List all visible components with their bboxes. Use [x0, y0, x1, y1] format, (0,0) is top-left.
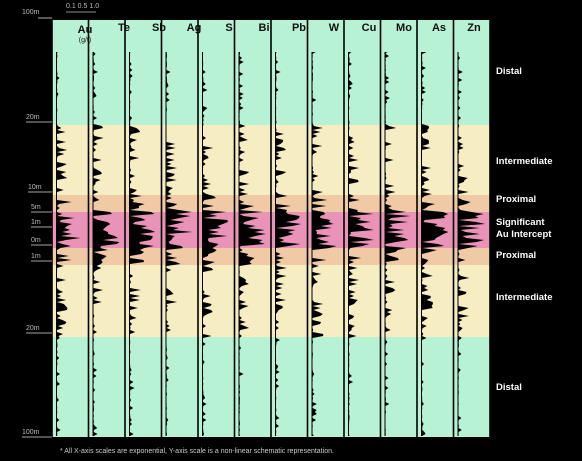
col-header-zn: Zn [467, 22, 481, 34]
col-sub-au: (g/t) [79, 37, 91, 44]
col-header-w: W [329, 22, 340, 34]
col-header-sb: Sb [152, 22, 166, 34]
zone-label-intermediate-top: Intermediate [496, 156, 553, 167]
depth-tick-top: 100m [22, 9, 40, 16]
zone-label-intermediate-bottom: Intermediate [496, 292, 553, 303]
depth-tick-5m-upper: 5m [31, 204, 41, 211]
depth-tick-1m-upper: 1m [31, 219, 41, 226]
top-scale-label: 0.1 0.5 1.0 [66, 3, 99, 10]
col-header-cu: Cu [362, 22, 377, 34]
depth-tick-0m: 0m [31, 237, 41, 244]
col-header-te: Te [118, 22, 130, 34]
col-header-mo: Mo [396, 22, 412, 34]
trace-s [202, 52, 228, 436]
trace-ag [165, 52, 193, 436]
zone-label-au-intercept: Au Intercept [496, 229, 552, 240]
zone-label-proximal-bottom: Proximal [496, 250, 536, 261]
zone-label-significant: Significant [496, 217, 545, 228]
trace-w [311, 52, 337, 436]
col-header-s: S [225, 22, 232, 34]
trace-au [56, 52, 81, 436]
depth-tick-bottom: 100m [22, 429, 40, 436]
col-header-as: As [432, 22, 446, 34]
col-header-ag: Ag [187, 22, 202, 34]
trace-sb [129, 52, 156, 436]
zone-labels: Distal Intermediate Proximal Significant… [496, 66, 553, 393]
trace-bi [238, 52, 266, 436]
col-header-au: Au [78, 24, 93, 36]
depth-tick-20m-upper: 20m [26, 114, 40, 121]
trace-as [421, 52, 449, 436]
depth-tick-10m-upper: 10m [28, 184, 42, 191]
col-header-bi: Bi [259, 22, 270, 34]
col-header-pb: Pb [292, 22, 306, 34]
column-separators [51, 20, 491, 437]
footnote: * All X-axis scales are exponential, Y-a… [60, 448, 334, 455]
depth-tick-1m-lower: 1m [31, 253, 41, 260]
zone-label-distal-top: Distal [496, 66, 522, 77]
depth-axis: 100m 20m 10m 5m 1m 0m 1m 20m 100m [22, 9, 52, 438]
trace-te [92, 52, 120, 436]
element-traces [56, 52, 486, 436]
trace-cu [348, 52, 374, 436]
trace-pb [275, 52, 302, 436]
zone-label-proximal-top: Proximal [496, 194, 536, 205]
depth-tick-20m-lower: 20m [26, 325, 40, 332]
zone-label-distal-bottom: Distal [496, 382, 522, 393]
